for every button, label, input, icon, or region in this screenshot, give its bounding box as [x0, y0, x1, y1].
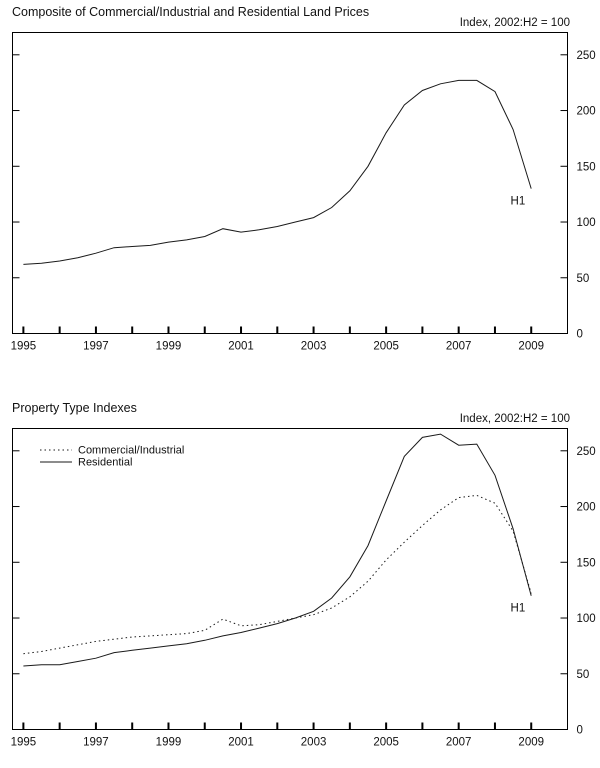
- composite-line-chart: 0 50 100 150 200 250 1995 1997 1999 2001 2003 2005 2…: [11, 32, 596, 353]
- x-tick-label: 2005: [373, 737, 399, 749]
- y-tick-label: 200: [577, 502, 596, 514]
- x-tick-label: 2001: [228, 737, 254, 749]
- property-type-chart-section: Property Type Indexes Index, 2002:H2 = 1…: [0, 396, 600, 768]
- property-type-line-chart: 0 50 100 150 200 250 1995 1997 1999 2001 2003 2005 2…: [11, 428, 596, 749]
- y-tick-label: 250: [577, 50, 596, 62]
- series-line-commercial-industrial: [23, 494, 532, 655]
- y-tick-label: 0: [577, 329, 583, 341]
- chart-title: Property Type Indexes: [12, 401, 137, 415]
- x-tick-label: 1999: [156, 737, 182, 749]
- plot-border: [12, 428, 568, 730]
- x-tick-label: 1999: [156, 341, 182, 353]
- y-tick-label: 50: [577, 669, 590, 681]
- series-line-residential: [23, 433, 532, 667]
- x-tick-label: 2003: [301, 737, 327, 749]
- x-tick-label: 1995: [11, 737, 37, 749]
- plot-border: [12, 32, 568, 334]
- legend-label: Residential: [78, 457, 132, 469]
- y-tick-label: 0: [577, 725, 583, 737]
- x-tick-label: 2009: [518, 737, 544, 749]
- chart-title: Composite of Commercial/Industrial and R…: [12, 5, 370, 19]
- y-tick-label: 250: [577, 446, 596, 458]
- x-tick-label: 2007: [446, 341, 472, 353]
- legend-label: Commercial/Industrial: [78, 445, 184, 457]
- x-tick-label: 2003: [301, 341, 327, 353]
- y-tick-label: 50: [577, 273, 590, 285]
- y-tick-label: 100: [577, 217, 596, 229]
- series-line-composite: [23, 79, 532, 265]
- composite-chart-section: Composite of Commercial/Industrial and R…: [0, 0, 600, 372]
- x-tick-label: 1997: [83, 737, 109, 749]
- end-annotation: H1: [511, 196, 526, 208]
- x-tick-label: 1997: [83, 341, 109, 353]
- y-tick-label: 100: [577, 613, 596, 625]
- y-tick-label: 150: [577, 557, 596, 569]
- y-tick-label: 150: [577, 161, 596, 173]
- x-tick-label: 2009: [518, 341, 544, 353]
- x-tick-label: 2007: [446, 737, 472, 749]
- x-tick-label: 2005: [373, 341, 399, 353]
- end-annotation: H1: [511, 603, 526, 615]
- chart-subtitle: Index, 2002:H2 = 100: [459, 17, 570, 29]
- y-tick-label: 200: [577, 106, 596, 118]
- x-tick-label: 2001: [228, 341, 254, 353]
- x-tick-label: 1995: [11, 341, 37, 353]
- chart-subtitle: Index, 2002:H2 = 100: [459, 413, 570, 425]
